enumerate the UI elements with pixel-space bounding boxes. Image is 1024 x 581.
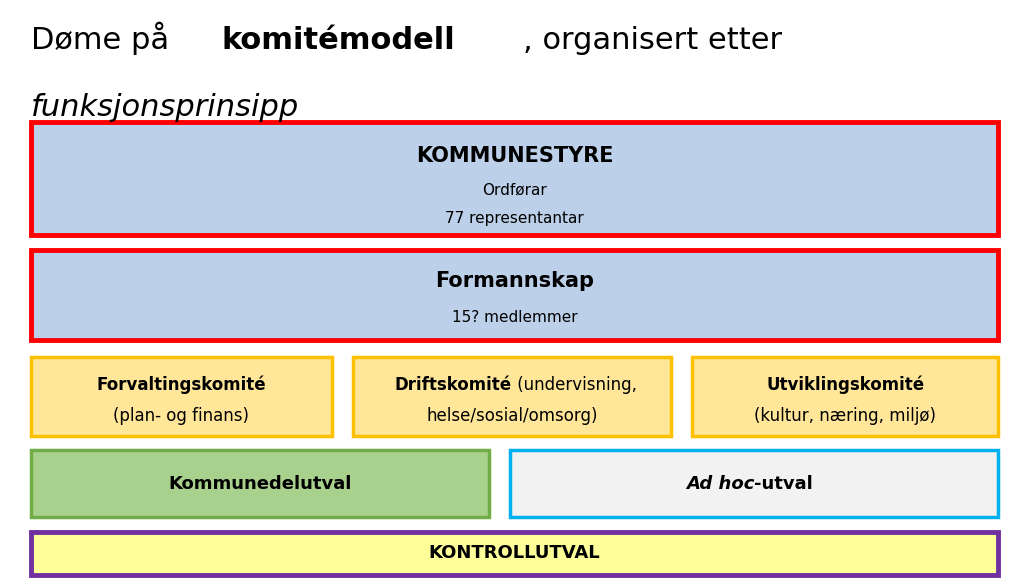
Text: -utval: -utval — [754, 475, 813, 493]
Text: , organisert etter: , organisert etter — [523, 26, 782, 55]
Text: (kultur, næring, miljø): (kultur, næring, miljø) — [755, 407, 936, 425]
Text: (plan- og finans): (plan- og finans) — [114, 407, 249, 425]
Text: Ad hoc: Ad hoc — [686, 475, 754, 493]
Text: (undervisning,: (undervisning, — [512, 376, 637, 394]
Text: KONTROLLUTVAL: KONTROLLUTVAL — [429, 544, 600, 562]
Text: funksjonsprinsipp: funksjonsprinsipp — [31, 93, 299, 122]
Text: helse/sosial/omsorg): helse/sosial/omsorg) — [426, 407, 598, 425]
FancyBboxPatch shape — [31, 122, 998, 235]
FancyBboxPatch shape — [31, 450, 489, 517]
Text: Utviklingskomité: Utviklingskomité — [766, 375, 925, 394]
Text: Forvaltingskomité: Forvaltingskomité — [96, 375, 266, 394]
FancyBboxPatch shape — [510, 450, 998, 517]
FancyBboxPatch shape — [31, 532, 998, 575]
Text: 15? medlemmer: 15? medlemmer — [452, 310, 578, 325]
Text: KOMMUNESTYRE: KOMMUNESTYRE — [416, 146, 613, 166]
Text: komitémodell: komitémodell — [221, 26, 456, 55]
FancyBboxPatch shape — [353, 357, 671, 436]
Text: Formannskap: Formannskap — [435, 271, 594, 291]
Text: Ordførar: Ordførar — [482, 182, 547, 198]
FancyBboxPatch shape — [31, 250, 998, 340]
FancyBboxPatch shape — [31, 357, 332, 436]
Text: 77 representantar: 77 representantar — [445, 211, 584, 226]
FancyBboxPatch shape — [692, 357, 998, 436]
Text: Kommunedelutval: Kommunedelutval — [168, 475, 352, 493]
Text: Døme på: Døme på — [31, 22, 178, 55]
Text: Driftskomité: Driftskomité — [395, 376, 512, 394]
